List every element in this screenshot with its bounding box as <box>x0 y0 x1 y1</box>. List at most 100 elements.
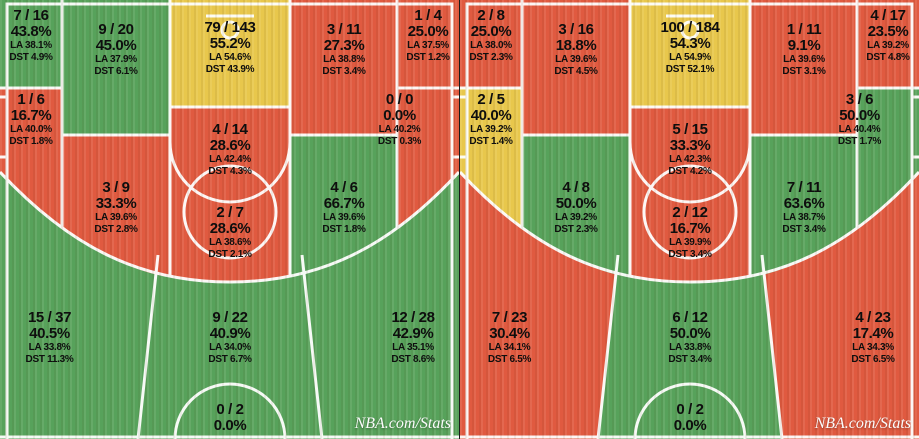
free-throw-circle <box>182 164 278 260</box>
zone-league-avg: LA 39.2% <box>470 124 512 136</box>
zone-league-avg: LA 39.6% <box>95 212 137 224</box>
court-lines <box>0 0 459 439</box>
zone-right-sideline-midrange <box>857 88 919 228</box>
zone-shots: 12 / 28 <box>391 309 435 326</box>
zone-shots: 15 / 37 <box>27 309 72 326</box>
zone-pct: 50.0% <box>555 195 597 213</box>
zone-pct: 27.3% <box>323 37 365 55</box>
lane-lines <box>168 0 292 277</box>
zone-pct: 25.0% <box>407 23 449 41</box>
zone-left-elbow-midrange <box>522 135 630 277</box>
zone-dist: DST 6.1% <box>94 66 138 78</box>
three-zone-diagonals <box>596 254 784 439</box>
shot-chart-right: 2 / 8 25.0% LA 38.0% DST 2.3% 3 / 16 18.… <box>460 0 919 439</box>
zone-shots: 3 / 6 <box>845 91 874 108</box>
zone-pct: 9.1% <box>787 37 821 55</box>
three-point-arc <box>460 170 919 284</box>
zone-shots: 100 / 184 <box>660 19 720 36</box>
zone-league-avg: LA 54.6% <box>209 52 251 64</box>
label-left-above-break-3: 7 / 23 30.4% LA 34.1% DST 6.5% <box>462 309 557 366</box>
zone-dist: DST 3.4% <box>668 249 712 261</box>
zone-pct: 40.0% <box>470 107 512 125</box>
zone-dist: DST 6.7% <box>208 354 252 366</box>
zone-pct: 28.6% <box>209 137 251 155</box>
zone-dist: DST 4.3% <box>208 166 252 178</box>
zone-shots: 4 / 8 <box>562 179 590 196</box>
zone-pct: 0.0% <box>213 417 247 435</box>
hoop-icon <box>220 20 240 40</box>
zone-pct: 17.4% <box>852 325 894 343</box>
label-left-elbow-midrange: 3 / 9 33.3% LA 39.6% DST 2.8% <box>64 179 168 236</box>
zone-pct: 42.9% <box>392 325 434 343</box>
zone-dist: DST 1.8% <box>322 224 366 236</box>
shot-chart-left: 7 / 16 43.8% LA 38.1% DST 4.9% 9 / 20 45… <box>0 0 459 439</box>
zone-pct: 0.0% <box>673 417 707 435</box>
zone-dist: DST 52.1% <box>665 64 715 76</box>
center-circle <box>633 382 747 439</box>
zone-dist: DST 3.4% <box>322 66 366 78</box>
zone-pct: 33.3% <box>669 137 711 155</box>
zone-pct: 0.0% <box>383 107 416 125</box>
zone-pct: 23.5% <box>867 23 909 41</box>
zone-dist: DST 2.8% <box>94 224 138 236</box>
zone-dist: DST 4.5% <box>554 66 598 78</box>
paint-arc <box>628 141 752 204</box>
zone-left-corner-3 <box>460 0 522 88</box>
three-zone-diagonals <box>136 254 324 439</box>
zone-dist: DST 43.9% <box>205 64 255 76</box>
zone-right-corner-3 <box>857 0 919 88</box>
zone-pct: 43.8% <box>10 23 52 41</box>
zone-dist: DST 4.8% <box>866 52 910 64</box>
zone-dist: DST 3.4% <box>668 354 712 366</box>
sideline-baseline <box>465 2 914 439</box>
court-svg <box>0 0 459 439</box>
zone-left-baseline-midrange <box>522 0 630 135</box>
zone-shots: 2 / 7 <box>216 204 244 221</box>
zone-shots: 9 / 20 <box>98 21 134 38</box>
zone-pct: 63.6% <box>783 195 825 213</box>
free-throw-circle <box>642 164 738 260</box>
zone-league-avg: LA 38.7% <box>783 212 825 224</box>
label-center-above-break-3: 9 / 22 40.9% LA 34.0% DST 6.7% <box>180 309 280 366</box>
zone-restricted-area <box>170 0 290 107</box>
zone-shots: 9 / 22 <box>212 309 248 326</box>
zone-dist: DST 1.4% <box>469 136 513 148</box>
label-left-elbow-midrange: 4 / 8 50.0% LA 39.2% DST 2.3% <box>524 179 628 236</box>
zone-divider-verticals <box>520 0 859 228</box>
zone-league-avg: LA 40.4% <box>838 124 881 136</box>
zone-league-avg: LA 34.0% <box>209 342 251 354</box>
zone-dist: DST 8.6% <box>391 354 435 366</box>
paint-arc <box>168 141 292 204</box>
label-right-elbow-midrange: 4 / 6 66.7% LA 39.6% DST 1.8% <box>292 179 396 236</box>
zone-pct: 30.4% <box>489 325 530 343</box>
label-right-baseline-midrange: 3 / 11 27.3% LA 38.8% DST 3.4% <box>292 21 396 78</box>
zone-league-avg: LA 39.6% <box>555 54 597 66</box>
zone-league-avg: LA 34.1% <box>488 342 531 354</box>
zone-league-avg: LA 38.0% <box>470 40 512 52</box>
zone-dist: DST 1.8% <box>9 136 53 148</box>
label-free-throw-midrange: 2 / 7 28.6% LA 38.6% DST 2.1% <box>170 204 290 261</box>
court-svg <box>460 0 919 439</box>
zone-pct: 33.3% <box>95 195 137 213</box>
zone-dist: DST 3.1% <box>782 66 826 78</box>
sideline-baseline <box>5 2 454 439</box>
zone-shots: 2 / 5 <box>477 91 505 108</box>
court-lines <box>460 0 919 439</box>
label-right-above-break-3: 12 / 28 42.9% LA 35.1% DST 8.6% <box>368 309 458 366</box>
label-left-baseline-midrange: 3 / 16 18.8% LA 39.6% DST 4.5% <box>524 21 628 78</box>
zone-right-elbow-midrange <box>750 135 857 277</box>
label-left-above-break-3: 15 / 37 40.5% LA 33.8% DST 11.3% <box>2 309 97 366</box>
zone-left-elbow-midrange <box>62 135 170 277</box>
center-circle <box>173 382 287 439</box>
zone-league-avg: LA 39.2% <box>867 40 909 52</box>
zone-league-avg: LA 38.8% <box>323 54 365 66</box>
zone-right-elbow-midrange <box>290 135 397 277</box>
zone-divider-verticals <box>60 0 399 228</box>
zone-league-avg: LA 54.9% <box>669 52 711 64</box>
zone-labels: 7 / 16 43.8% LA 38.1% DST 4.9% 9 / 20 45… <box>0 0 459 439</box>
zone-dist: DST 0.3% <box>377 136 422 148</box>
label-restricted-area: 79 / 143 55.2% LA 54.6% DST 43.9% <box>170 19 290 76</box>
zone-pct: 40.9% <box>209 325 251 343</box>
zone-shots: 1 / 4 <box>414 7 442 24</box>
